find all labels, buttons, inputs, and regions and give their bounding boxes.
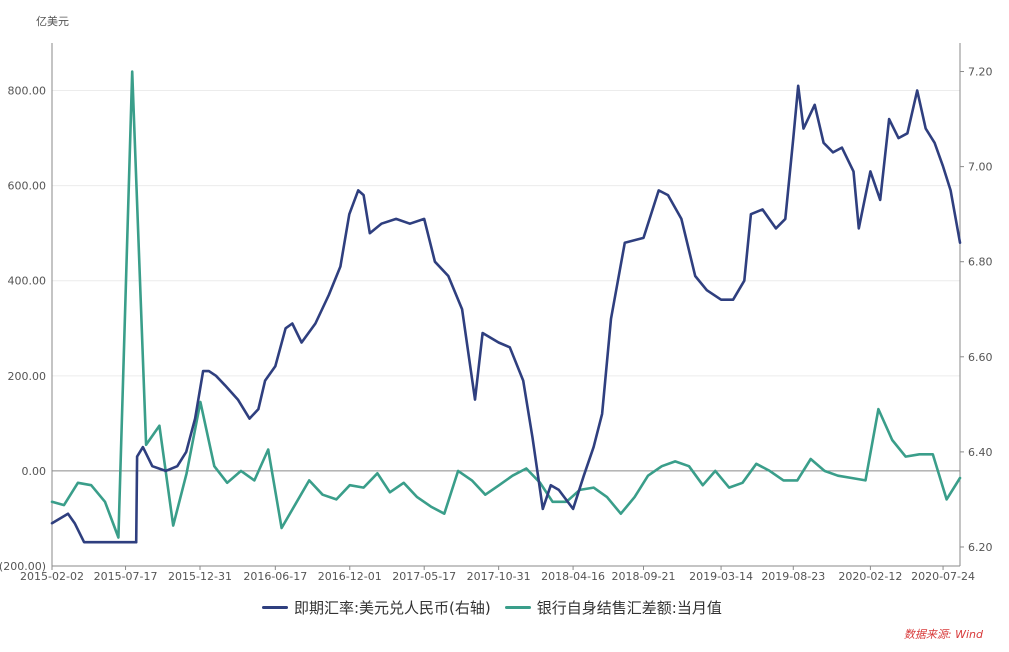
left-axis-tick-label: 600.00	[8, 180, 47, 193]
x-axis-tick-label: 2016-12-01	[318, 570, 382, 583]
x-axis-tick-label: 2019-03-14	[689, 570, 753, 583]
right-axis-tick-label: 6.20	[968, 541, 993, 554]
series-line-fx-rate	[50, 84, 962, 544]
right-axis-tick-label: 6.80	[968, 256, 993, 269]
x-axis-tick-label: 2017-10-31	[467, 570, 531, 583]
x-axis-tick-label: 2015-07-17	[94, 570, 158, 583]
x-axis-tick-label: 2020-07-24	[911, 570, 975, 583]
x-axis-tick-label: 2015-12-31	[168, 570, 232, 583]
source-note: 数据来源: Wind	[903, 628, 983, 641]
x-axis-tick-label: 2019-08-23	[761, 570, 825, 583]
right-axis-tick-label: 7.00	[968, 161, 993, 174]
series-line-bank-fx-balance	[50, 70, 962, 539]
legend-label-fx-rate: 即期汇率:美元兑人民币(右轴)	[294, 599, 491, 617]
x-axis-tick-label: 2018-04-16	[541, 570, 605, 583]
x-axis-tick-label: 2018-09-21	[612, 570, 676, 583]
right-axis-tick-label: 7.20	[968, 66, 993, 79]
legend-item-bank-fx-balance: 银行自身结售汇差额:当月值	[504, 597, 722, 618]
x-axis-tick-label: 2020-02-12	[838, 570, 902, 583]
right-axis-tick-label: 6.60	[968, 351, 993, 364]
left-axis-tick-label: 200.00	[8, 370, 47, 383]
axes	[51, 43, 964, 570]
legend-label-bank-fx-balance: 银行自身结售汇差额:当月值	[536, 599, 722, 617]
right-axis-tick-label: 6.40	[968, 446, 993, 459]
left-axis-tick-label: 800.00	[8, 85, 47, 98]
x-axis-tick-label: 2016-06-17	[243, 570, 307, 583]
legend-swatch-fx-rate	[262, 606, 288, 609]
left-axis-tick-label: (200.00)	[0, 560, 46, 573]
tick-labels: 800.00 600.00 400.00 200.00 0.00 (200.00) 7.20…	[0, 66, 993, 583]
left-axis-tick-label: 0.00	[22, 465, 47, 478]
gridlines	[52, 90, 960, 567]
x-axis-tick-label: 2017-05-17	[392, 570, 456, 583]
legend-swatch-bank-fx-balance	[504, 606, 531, 609]
chart: 800.00 600.00 400.00 200.00 0.00 (200.00) 7.20…	[0, 43, 993, 583]
x-axis-tick-label: 2015-02-02	[20, 570, 84, 583]
left-axis-unit-label: 亿美元	[36, 15, 69, 28]
legend: 即期汇率:美元兑人民币(右轴) 银行自身结售汇差额:当月值	[262, 597, 736, 618]
legend-item-fx-rate: 即期汇率:美元兑人民币(右轴)	[262, 597, 491, 618]
series-group	[50, 70, 962, 544]
left-axis-tick-label: 400.00	[8, 275, 47, 288]
